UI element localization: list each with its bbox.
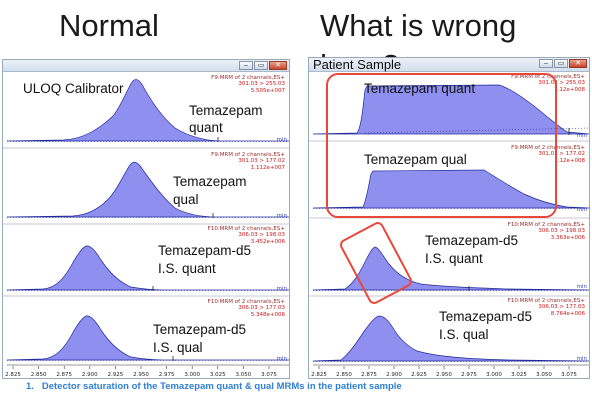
- label-is-qual: I.S. qual: [153, 340, 203, 355]
- min-unit-label: min: [576, 284, 587, 290]
- heading-normal: Normal: [59, 8, 159, 43]
- axis-tick-label: 2.900: [82, 372, 98, 378]
- trace-temazepam-quant: [6, 79, 289, 142]
- min-unit-label: min: [276, 286, 287, 292]
- label-uloq-calibrator: ULOQ Calibrator: [23, 81, 124, 96]
- label-is-quant: I.S. quant: [158, 261, 216, 276]
- minimize-button[interactable]: –: [539, 59, 553, 68]
- mrm-info-patient-d5-quant: F10:MRM of 2 channels,ES+ 306.03 > 198.0…: [507, 222, 585, 241]
- mrm-info-d5-qual: F10:MRM of 2 channels,ES+ 306.03 > 177.0…: [207, 299, 285, 318]
- trace-patient-temazepam-qual: [312, 169, 589, 209]
- footnote-number: 1.: [26, 381, 34, 392]
- axis-tick-label: 3.000: [486, 372, 502, 378]
- trace-patient-temazepam-d5-qual: [312, 315, 589, 362]
- axis-tick-label: 3.075: [261, 372, 277, 378]
- trace-patient-temazepam-quant: [312, 84, 589, 135]
- footnote-text: Detector saturation of the Temazepam qua…: [41, 381, 402, 392]
- trace-patient-temazepam-d5-quant: [312, 246, 589, 291]
- time-axis: 2.825 2.850 2.875 2.900 2.925 2.950 2.975 3.000…: [311, 366, 577, 378]
- close-button[interactable]: ✕: [269, 61, 287, 70]
- axis-tick-label: 2.825: [311, 372, 327, 378]
- mrm-info-d5-quant: F10:MRM of 2 channels,ES+ 306.03 > 198.0…: [207, 226, 285, 245]
- axis-tick-label: 2.850: [336, 372, 352, 378]
- label-temazepam-d5: Temazepam-d5: [158, 243, 252, 258]
- label-quant: quant: [189, 120, 223, 135]
- restore-button[interactable]: ▭: [554, 59, 568, 68]
- trace-temazepam-qual: [6, 161, 289, 218]
- mrm-info-patient-d5-qual: F10:MRM of 2 channels,ES+ 306.03 > 177.0…: [507, 298, 585, 317]
- axis-tick-label: 2.925: [108, 372, 124, 378]
- axis-tick-label: 2.925: [411, 372, 427, 378]
- axis-tick-label: 2.850: [31, 372, 47, 378]
- label-temazepam-quant: Temazepam quant: [364, 81, 476, 96]
- min-unit-label: min: [276, 213, 287, 219]
- label-temazepam-d5: Temazepam-d5: [153, 322, 247, 337]
- axis-tick-label: 2.975: [461, 372, 477, 378]
- chromatogram-window-normal: – ▭ ✕: [2, 59, 290, 379]
- axis-tick-label: 2.950: [436, 372, 452, 378]
- label-temazepam: Temazepam: [189, 103, 263, 118]
- minimize-button[interactable]: –: [239, 61, 253, 70]
- axis-tick-label: 3.050: [236, 372, 252, 378]
- footnote: 1. Detector saturation of the Temazepam …: [26, 381, 402, 392]
- axis-tick-label: 2.875: [56, 372, 72, 378]
- restore-button[interactable]: ▭: [254, 61, 268, 70]
- window-controls: – ▭ ✕: [239, 61, 287, 70]
- axis-tick-label: 2.825: [5, 372, 21, 378]
- label-is-quant: I.S. quant: [425, 251, 483, 266]
- chromatogram-traces: [3, 79, 289, 366]
- axis-tick-label: 3.000: [184, 372, 200, 378]
- min-unit-label: min: [276, 356, 287, 362]
- window-controls: – ▭ ✕: [539, 59, 587, 68]
- label-temazepam-d5: Temazepam-d5: [425, 233, 519, 248]
- time-axis: 2.825 2.850 2.875 2.900 2.925 2.950 2.975 3.000…: [5, 366, 277, 378]
- axis-tick-label: 2.950: [133, 372, 149, 378]
- axis-tick-label: 3.075: [561, 372, 577, 378]
- axis-tick-label: 3.050: [536, 372, 552, 378]
- label-qual: qual: [173, 192, 199, 207]
- min-unit-label: min: [276, 137, 287, 143]
- label-temazepam: Temazepam: [173, 174, 247, 189]
- min-unit-label: min: [576, 207, 587, 213]
- axis-tick-label: 2.975: [159, 372, 175, 378]
- label-temazepam-d5: Temazepam-d5: [439, 309, 533, 324]
- window-title: Patient Sample: [313, 57, 402, 72]
- axis-tick-label: 3.025: [210, 372, 226, 378]
- axis-tick-label: 2.875: [361, 372, 377, 378]
- window-titlebar: – ▭ ✕: [3, 60, 289, 72]
- axis-tick-label: 2.900: [386, 372, 402, 378]
- window-titlebar: Patient Sample – ▭ ✕: [309, 58, 589, 72]
- trace-temazepam-d5-quant: [6, 245, 289, 291]
- min-unit-label: min: [576, 356, 587, 362]
- label-temazepam-qual: Temazepam qual: [364, 152, 467, 167]
- mrm-info-qual: F9:MRM of 2 channels,ES+ 301.03 > 177.02…: [211, 152, 285, 171]
- axis-tick-label: 3.025: [511, 372, 527, 378]
- saturation-callout: [326, 73, 557, 218]
- mrm-info-patient-qual: F9:MRM of 2 channels,ES+ 301.03 > 177.02…: [511, 145, 585, 164]
- trace-temazepam-d5-qual: [6, 315, 289, 361]
- chromatogram-traces: [309, 84, 589, 366]
- close-button[interactable]: ✕: [569, 59, 587, 68]
- mrm-info-quant: F9:MRM of 2 channels,ES+ 301.03 > 255.03…: [211, 75, 285, 94]
- min-unit-label: min: [576, 133, 587, 139]
- label-is-qual: I.S. qual: [439, 327, 489, 342]
